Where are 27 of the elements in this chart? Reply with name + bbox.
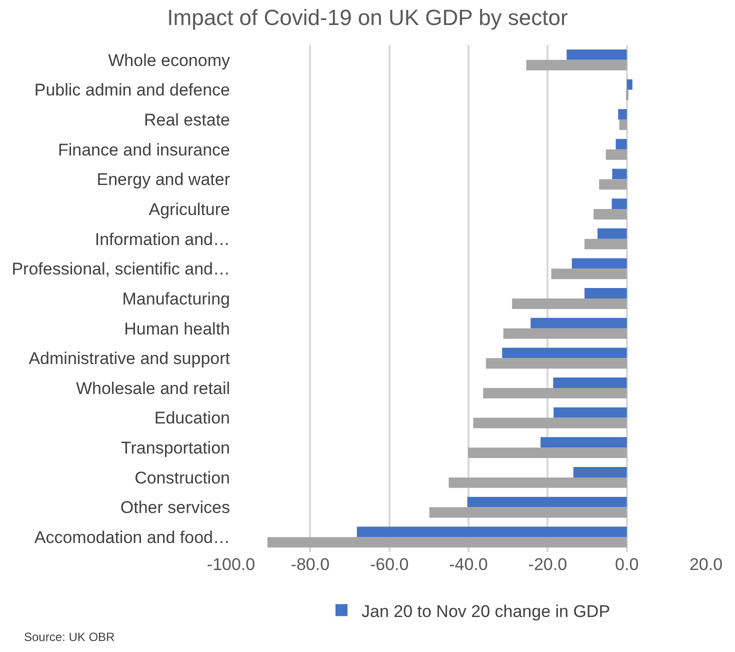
y-tick-label: Public admin and defence [34, 80, 230, 100]
y-tick-label: Construction [134, 468, 230, 488]
y-tick-label: Accomodation and food… [34, 528, 230, 548]
y-tick-label: Professional, scientific and… [12, 260, 230, 279]
y-tick-label: Finance and insurance [58, 140, 230, 160]
x-tick-label: -40.0 [449, 555, 488, 574]
legend-label: Jan 20 to Nov 20 change in GDP [362, 602, 610, 621]
x-tick-label: -80.0 [290, 555, 330, 574]
y-tick-label: Administrative and support [28, 349, 230, 368]
x-tick-label: -100.0 [206, 555, 256, 574]
chart-title: Impact of Covid-19 on UK GDP by sector [167, 5, 568, 30]
y-tick-label: Transportation [121, 438, 230, 458]
y-tick-label: Information and… [94, 230, 230, 249]
x-tick-label: 0.0 [615, 555, 639, 574]
y-tick-label: Energy and water [96, 170, 230, 190]
y-tick-label: Manufacturing [122, 289, 230, 308]
y-tick-label: Real estate [144, 110, 230, 130]
y-tick-label: Education [154, 408, 230, 428]
source-note: Source: UK OBR [24, 630, 116, 644]
y-tick-label: Wholesale and retail [76, 378, 230, 398]
y-tick-label: Whole economy [108, 50, 230, 70]
y-tick-label: Other services [120, 498, 230, 518]
x-tick-label: -60.0 [370, 555, 409, 574]
x-tick-label: 20.0 [689, 555, 723, 574]
x-tick-label: -20.0 [528, 555, 568, 574]
y-tick-label: Human health [124, 319, 230, 338]
y-tick-label: Agriculture [148, 200, 230, 219]
